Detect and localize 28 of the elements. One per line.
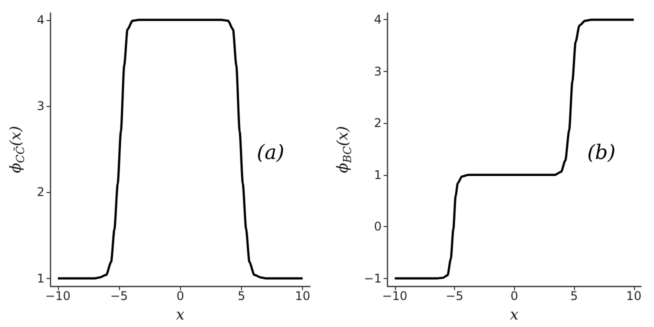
y-tick-label: −1: [364, 271, 382, 286]
y-tick-label: 3: [36, 99, 45, 114]
y-tick-label: 2: [36, 185, 45, 200]
x-tick-label: −10: [382, 289, 408, 304]
x-axis-title: x: [510, 306, 520, 324]
y-tick-label: 3: [374, 64, 382, 78]
x-tick-label: 0: [176, 289, 184, 304]
y-tick-label: 1: [374, 168, 382, 182]
x-tick-label: −5: [446, 289, 464, 304]
y-axis-title: ϕCC̄(x): [6, 126, 27, 174]
y-tick-label: 2: [374, 116, 382, 130]
y-tick-label: 0: [374, 220, 382, 234]
x-tick-label: 10: [295, 289, 310, 304]
annotation: (a): [256, 140, 284, 164]
x-tick-label: 10: [626, 289, 642, 304]
y-tick-label: 1: [36, 271, 45, 286]
line-series: [394, 18, 635, 280]
x-axis-title: x: [176, 306, 186, 324]
y-tick-label: 4: [374, 12, 382, 27]
line-series: [56, 18, 304, 280]
x-tick-label: −10: [45, 289, 71, 304]
x-tick-label: 5: [238, 289, 246, 304]
x-tick-label: −5: [110, 289, 128, 304]
x-tick-label: 5: [570, 289, 578, 304]
y-tick-label: 4: [36, 12, 45, 27]
annotation: (b): [587, 140, 616, 164]
y-axis-title: ϕBC(x): [334, 126, 354, 174]
x-tick-label: 0: [510, 289, 518, 304]
